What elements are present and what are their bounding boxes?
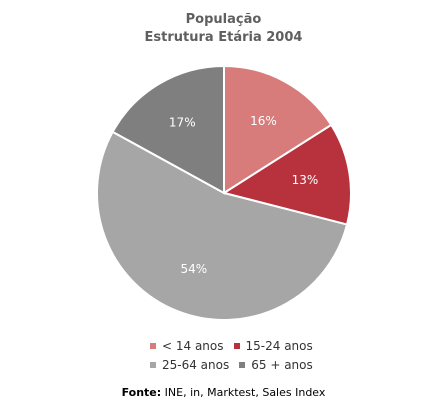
legend-label: 15-24 anos [245,338,313,353]
slice-value-label: 13% [292,173,319,187]
source-text: INE, in, Marktest, Sales Index [164,386,326,399]
legend-swatch [239,361,246,368]
legend-item: 15-24 anos [233,338,313,353]
legend-label: 65 + anos [251,357,313,372]
pie-slice [96,130,349,321]
legend-swatch [233,342,240,349]
legend-item: < 14 anos [150,339,224,353]
legend-item: 25-64 anos [150,358,229,372]
chart-title: População [185,12,262,27]
chart-subtitle: Estrutura Etária 2004 [144,30,303,45]
slice-value-label: 17% [169,115,196,129]
source-label: Fonte: [121,386,162,399]
legend-label: 25-64 anos [162,357,230,372]
source-note: Fonte: INE, in, Marktest, Sales Index [0,386,447,399]
legend-swatch [150,342,156,349]
pie-slice [221,123,352,226]
legend-label: < 14 anos [162,338,224,353]
legend-row: 25-64 anos 65 + anos [150,355,350,374]
slice-value-label: 16% [250,114,277,128]
legend-row: < 14 anos 15-24 anos [150,336,350,355]
pie-slice [223,64,333,195]
pie-plot-area: 16% 13% 54% 17% [96,64,352,321]
slice-value-label: 54% [180,262,207,276]
legend-swatch [150,361,156,368]
legend-item: 65 + anos [239,358,313,372]
pie-slice [111,64,225,195]
chart-legend: < 14 anos 15-24 anos 25-64 anos 65 + ano… [150,336,350,374]
